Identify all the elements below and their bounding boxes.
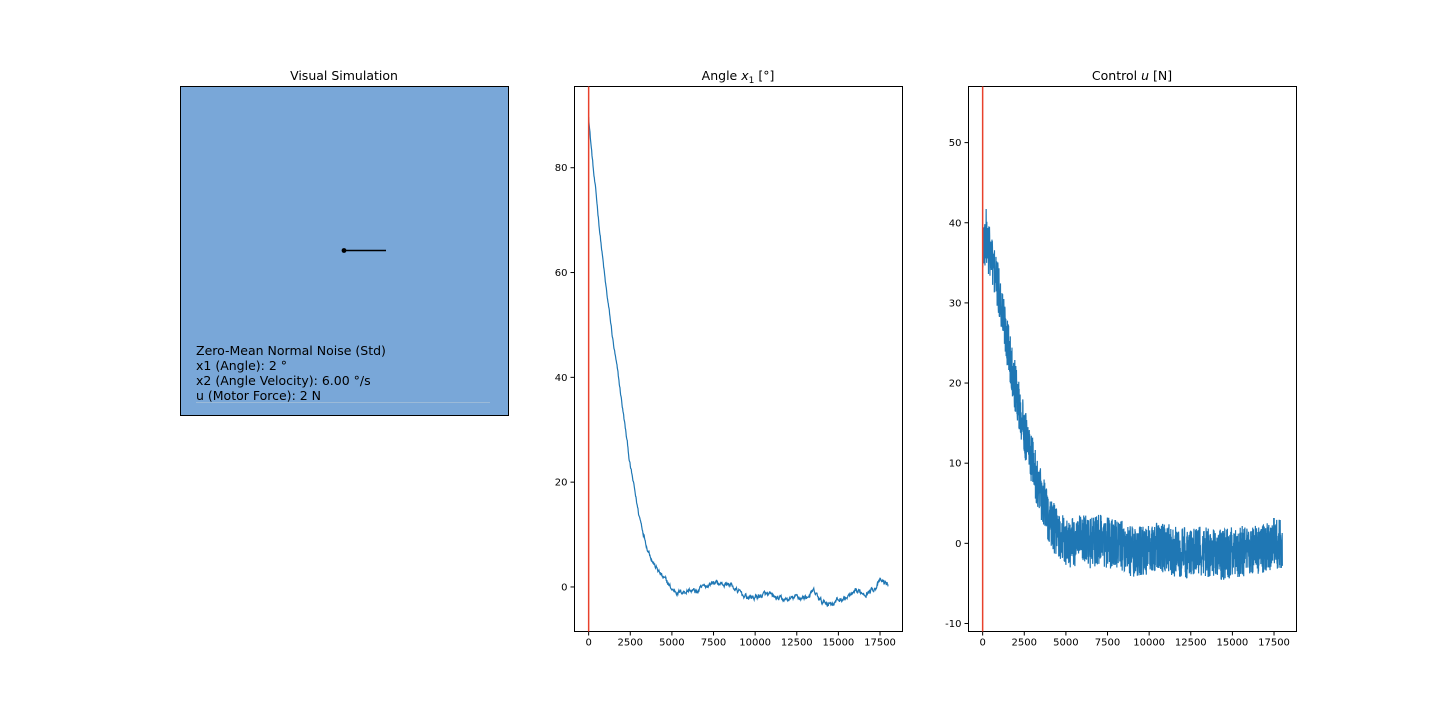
x-tick-label: 5000	[1053, 638, 1078, 649]
control-y-ticks: -10 0 10 20 30 40 50	[945, 138, 969, 630]
angle-plot-frame	[574, 86, 903, 632]
noise-angle: x1 (Angle): 2 °	[196, 358, 287, 373]
y-tick-label: 20	[949, 379, 962, 390]
x-tick-label: 2500	[618, 638, 643, 649]
x-tick-label: 10000	[1133, 638, 1165, 649]
x-tick-label: 10000	[739, 638, 771, 649]
pendulum-pivot	[341, 248, 347, 253]
control-series-line	[982, 209, 1283, 580]
y-tick-label: 50	[949, 138, 962, 149]
y-tick-label: 80	[555, 163, 568, 174]
angle-y-ticks: 0 20 40 60 80	[555, 163, 575, 593]
control-plot-frame	[968, 86, 1297, 632]
angle-x-ticks: 0 2500 5000 7500 10000 12500 15000 17500	[585, 631, 896, 649]
simulation-panel: Visual Simulation Zero-Mean Normal Noise…	[180, 68, 509, 416]
y-tick-label: 0	[561, 582, 567, 593]
x-tick-label: 0	[979, 638, 985, 649]
y-tick-label: 60	[555, 268, 568, 279]
y-tick-label: 0	[955, 539, 961, 550]
y-tick-label: 40	[949, 218, 962, 229]
x-tick-label: 17500	[1258, 638, 1290, 649]
control-x-ticks: 0 2500 5000 7500 10000 12500 15000 17500	[979, 631, 1290, 649]
x-tick-label: 7500	[701, 638, 726, 649]
angle-chart-title: Angle x1 [°]	[702, 68, 775, 86]
simulation-title: Visual Simulation	[290, 68, 398, 83]
y-tick-label: 30	[949, 298, 962, 309]
control-chart-title: Control u [N]	[1092, 68, 1172, 83]
noise-motor-force: u (Motor Force): 2 N	[196, 388, 321, 403]
angle-chart: Angle x1 [°] 0 2500 5000 7500 10000 12500 1500…	[555, 68, 903, 649]
x-tick-label: 7500	[1095, 638, 1120, 649]
control-chart: Control u [N] 0 2500 5000 7500 10000 12500 150…	[945, 68, 1297, 649]
x-tick-label: 2500	[1012, 638, 1037, 649]
x-tick-label: 0	[585, 638, 591, 649]
y-tick-label: 20	[555, 478, 568, 489]
y-tick-label: 10	[949, 459, 962, 470]
angle-series-line	[588, 117, 889, 608]
y-tick-label: -10	[945, 619, 961, 630]
x-tick-label: 17500	[864, 638, 896, 649]
y-tick-label: 40	[555, 373, 568, 384]
x-tick-label: 15000	[1216, 638, 1248, 649]
x-tick-label: 15000	[822, 638, 854, 649]
x-tick-label: 12500	[781, 638, 813, 649]
noise-heading: Zero-Mean Normal Noise (Std)	[196, 343, 386, 358]
x-tick-label: 12500	[1175, 638, 1207, 649]
x-tick-label: 5000	[659, 638, 684, 649]
noise-angle-velocity: x2 (Angle Velocity): 6.00 °/s	[196, 373, 371, 388]
